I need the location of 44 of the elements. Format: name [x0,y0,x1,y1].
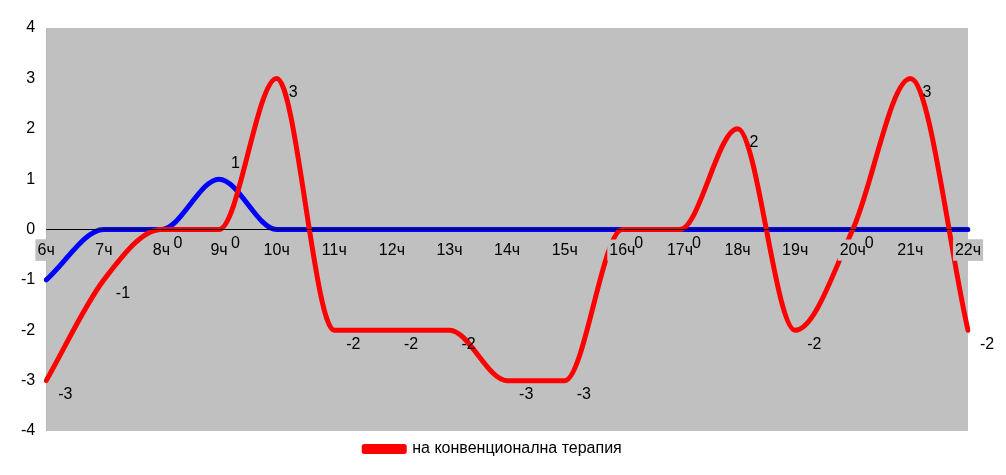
x-tick-label: 11ч [321,240,347,258]
x-tick-label: 19ч [782,240,809,258]
x-tick-label: 15ч [551,240,578,258]
x-tick-label: 14ч [494,240,521,258]
y-tick-label: -1 [20,270,36,288]
data-label: -3 [576,385,592,403]
y-tick-label: 0 [26,219,36,237]
y-tick-label: 1 [26,169,36,187]
data-label: 1 [231,153,241,171]
data-label: 3 [288,82,298,100]
x-tick-label: 12ч [378,240,405,258]
x-tick-label: 10ч [263,240,290,258]
y-tick-label: -4 [20,421,36,439]
legend-label: на конвенционална терапия [412,439,622,457]
data-label: 0 [691,233,701,251]
y-tick-label: 4 [26,18,36,36]
data-label: -2 [403,334,419,352]
x-tick-label: 9ч [210,240,228,258]
data-label: 0 [173,233,183,251]
data-label: -3 [58,385,73,403]
data-label: 2 [749,133,759,151]
x-tick-label: 6ч [37,240,55,258]
x-tick-label: 13ч [436,240,463,258]
data-label: -2 [980,334,995,352]
data-label: -2 [461,334,476,352]
x-tick-label: 20ч [839,240,866,258]
y-tick-label: 2 [26,119,36,137]
data-label: 3 [922,82,932,100]
x-tick-label: 22ч [954,240,982,258]
data-label: 0 [231,233,241,251]
data-label: -3 [519,385,534,403]
x-tick-label: 8ч [152,240,171,258]
x-tick-label: 16ч [609,240,636,258]
x-tick-label: 18ч [724,240,751,258]
data-label: -1 [115,284,131,302]
x-tick-label: 21ч [897,240,924,258]
x-tick-label: 7ч [95,240,113,258]
data-label: -2 [346,334,361,352]
data-label: 0 [864,233,874,251]
data-label: 0 [634,233,644,251]
y-tick-label: 3 [26,68,36,86]
y-tick-label: -3 [20,371,36,389]
data-label: -2 [807,334,822,352]
y-tick-label: -2 [20,320,36,338]
